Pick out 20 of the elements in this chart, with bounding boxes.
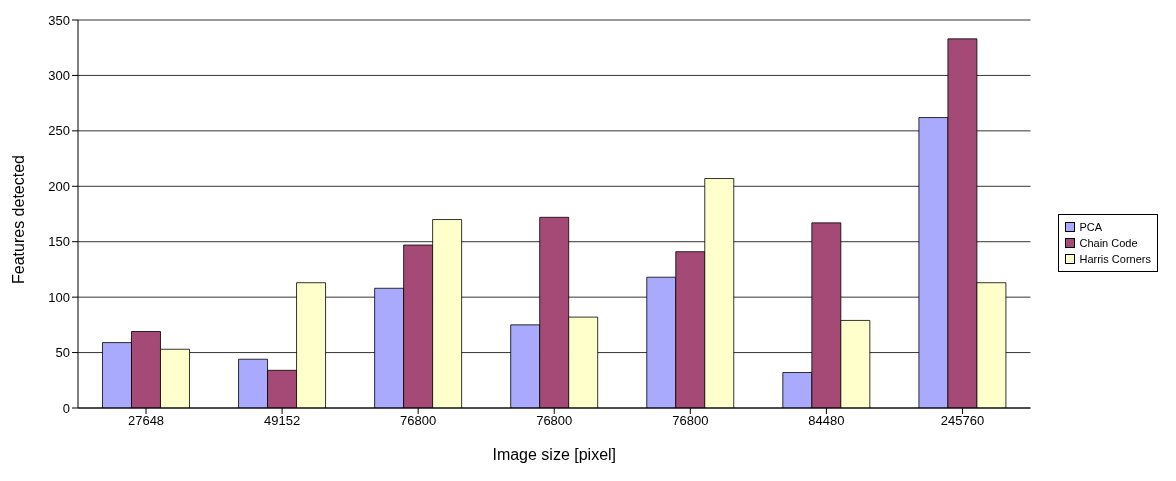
legend-label: PCA [1078, 220, 1104, 235]
y-tick-label: 200 [48, 178, 70, 194]
y-tick-label: 100 [48, 289, 70, 305]
y-tick-label: 250 [48, 123, 70, 139]
y-tick-label: 50 [55, 345, 70, 361]
y-tick-label: 150 [48, 234, 70, 250]
legend-label: Chain Code [1078, 236, 1139, 251]
y-tick-label: 0 [62, 400, 70, 416]
x-tick-label: 76800 [536, 413, 573, 429]
legend-label: Harris Corners [1078, 252, 1151, 267]
x-tick-label: 76800 [672, 413, 709, 429]
x-tick-label: 245760 [940, 413, 985, 429]
y-tick-label: 300 [48, 68, 70, 84]
y-tick-label: 350 [48, 12, 70, 28]
y-axis-title: Features detected [9, 155, 27, 284]
x-tick-label: 76800 [400, 413, 437, 429]
x-tick-label: 27648 [127, 413, 165, 429]
x-axis-title: Image size [pixel] [492, 446, 617, 463]
x-tick-label: 49152 [264, 413, 301, 429]
x-tick-label: 84480 [808, 413, 845, 429]
